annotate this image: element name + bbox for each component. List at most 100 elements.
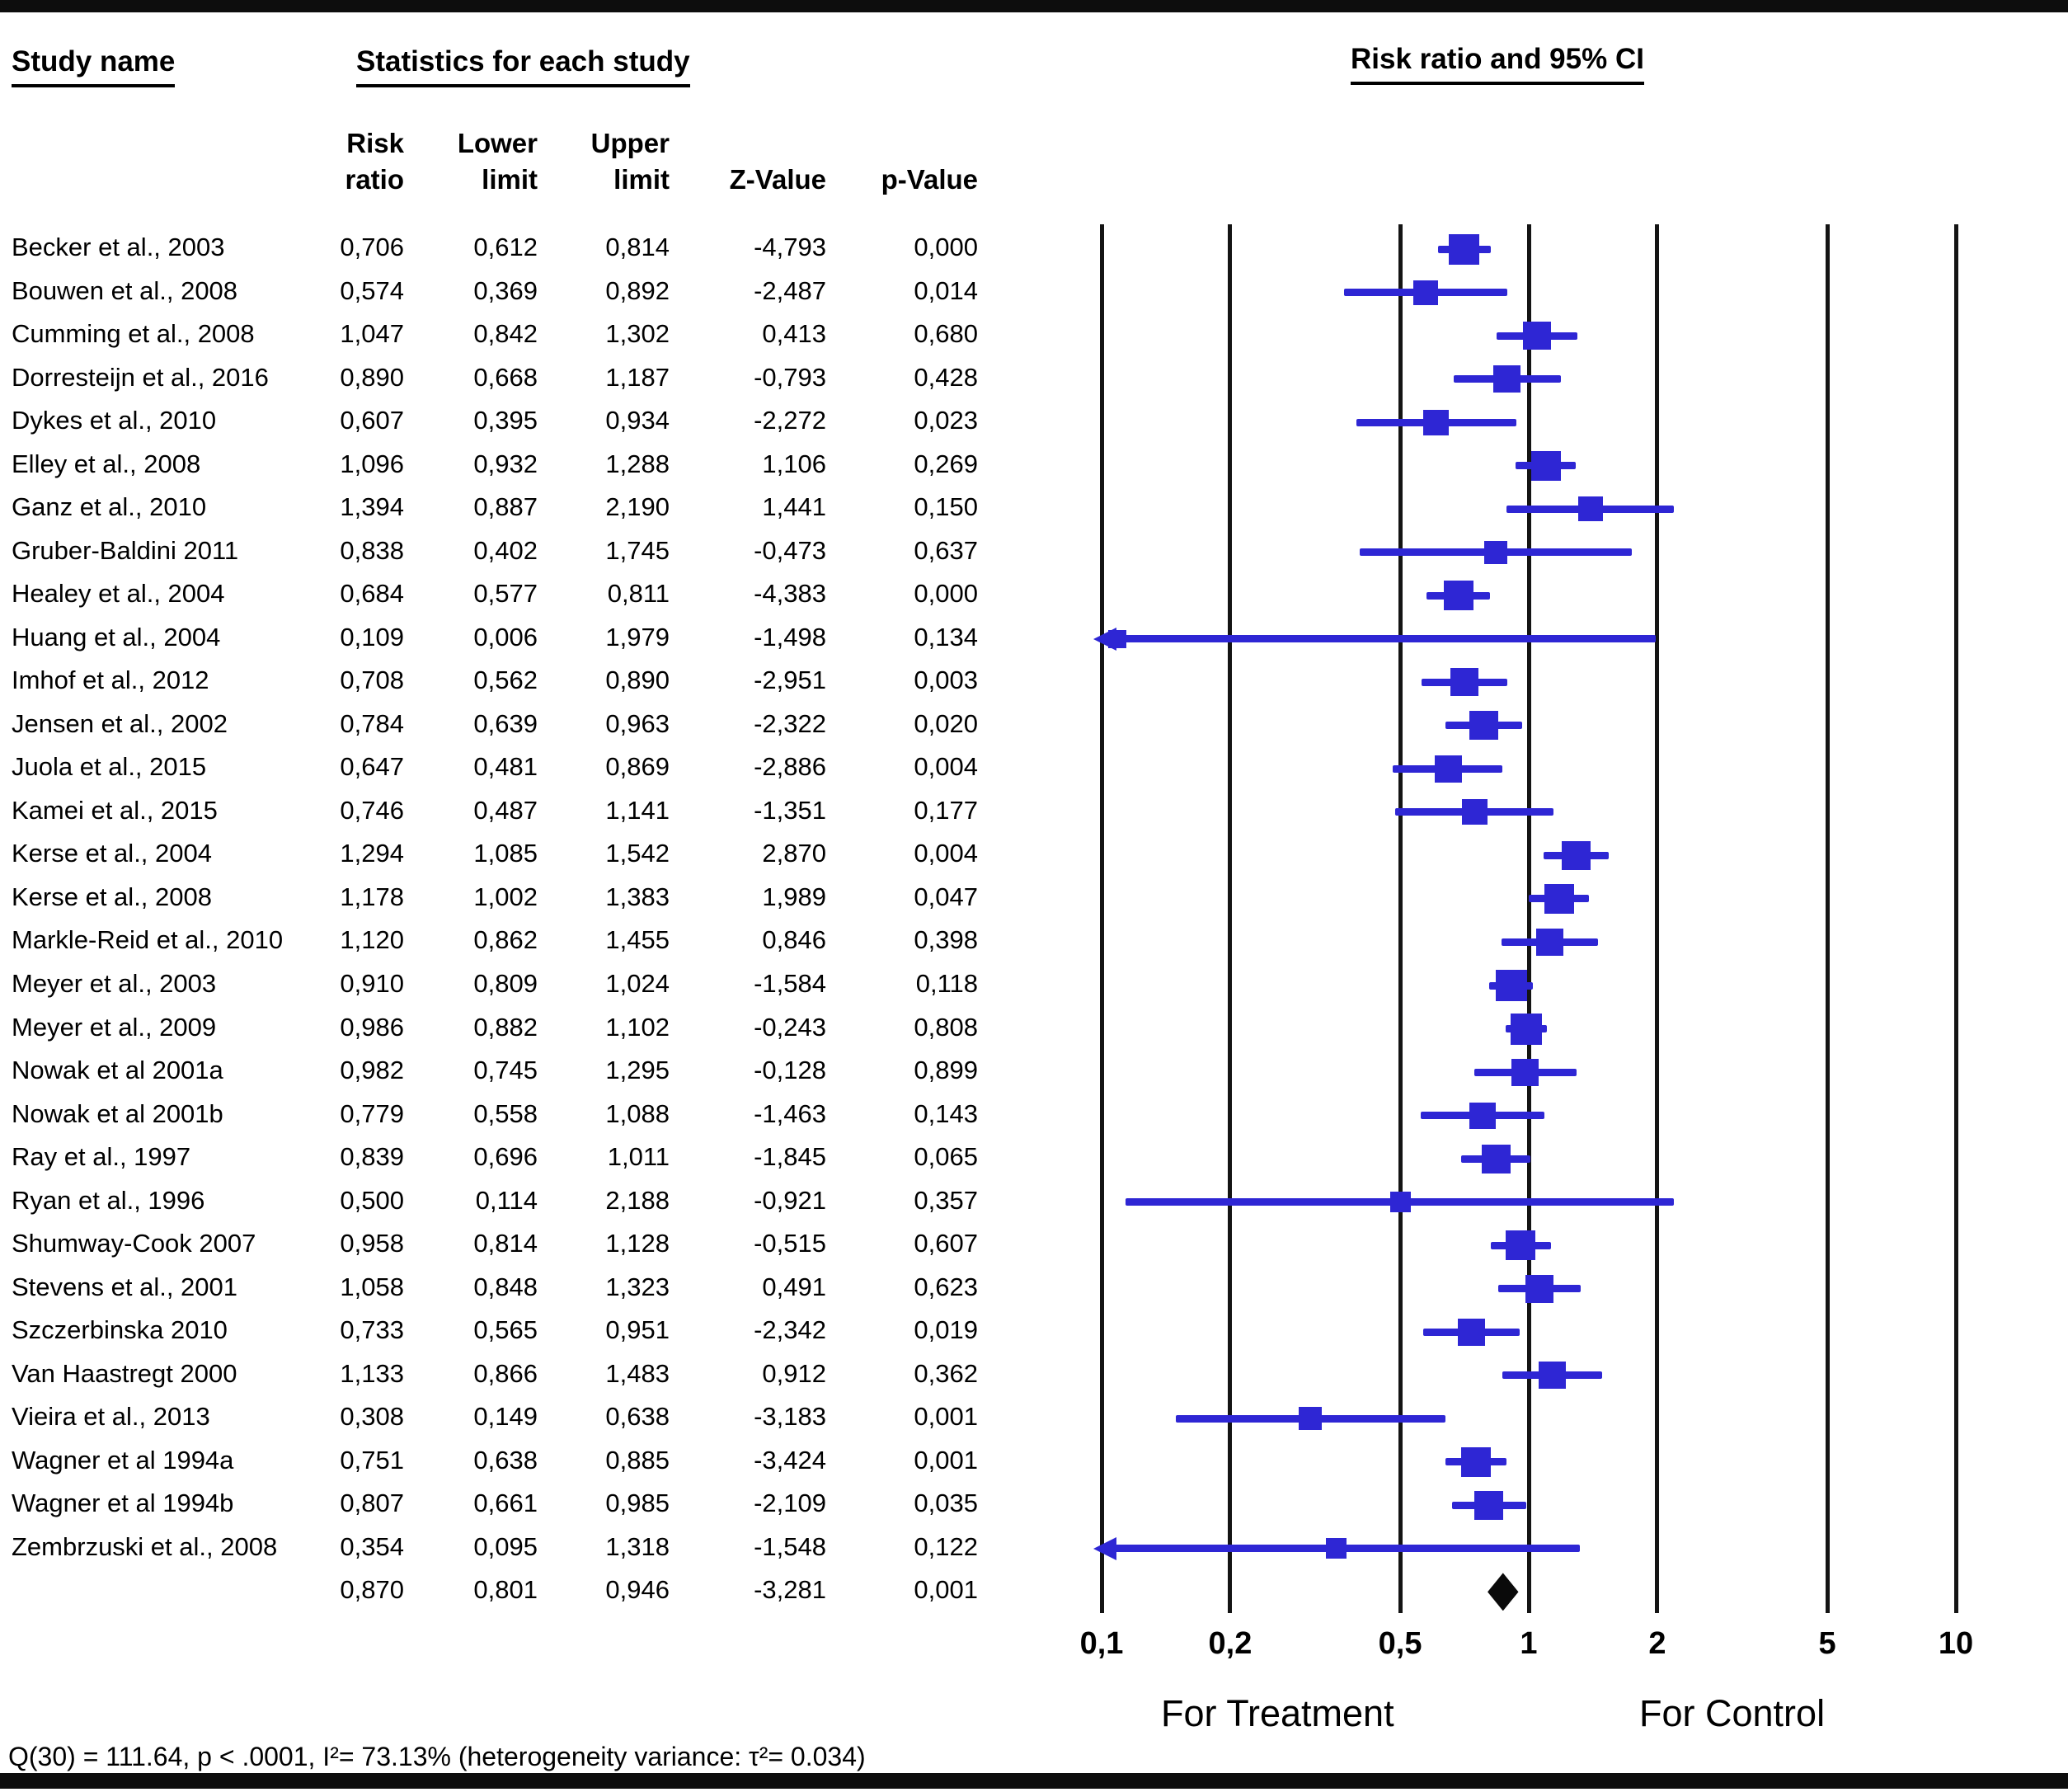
stat-value: 0,150	[914, 492, 978, 522]
stat-value: 0,402	[473, 535, 538, 565]
study-name-label: Vieira et al., 2013	[12, 1402, 210, 1432]
study-name-label: Nowak et al 2001a	[12, 1056, 223, 1085]
stat-value: 0,951	[605, 1315, 670, 1345]
point-estimate-marker	[1457, 1318, 1485, 1346]
stat-value: 0,668	[473, 362, 538, 392]
stat-value: 0,882	[473, 1012, 538, 1042]
stat-value: 0,558	[473, 1098, 538, 1128]
plot-gridline	[1655, 224, 1660, 1613]
stat-value: 0,004	[914, 839, 978, 868]
point-estimate-marker	[1413, 280, 1439, 305]
table-row: Becker et al., 2003 0,706 0,612 0,814 -4,793…	[0, 231, 1006, 267]
stat-value: 0,986	[340, 1012, 404, 1042]
statistics-column-header: Statistics for each study	[356, 45, 690, 87]
stat-value: 0,912	[762, 1358, 826, 1388]
stat-value: 1,989	[762, 882, 826, 911]
stat-value: 0,122	[914, 1531, 978, 1561]
stat-value: 0,807	[340, 1489, 404, 1518]
stat-value: 0,065	[914, 1142, 978, 1172]
table-row: Juola et al., 2015 0,647 0,481 0,869 -2,886 0…	[0, 750, 1006, 787]
plot-gridline	[1825, 224, 1830, 1613]
stat-value: 0,647	[340, 752, 404, 782]
stat-value: 0,982	[340, 1056, 404, 1085]
stat-value: 0,811	[607, 579, 670, 609]
stat-value: 0,708	[340, 666, 404, 695]
table-row: Dorresteijn et al., 2016 0,890 0,668 1,187 -…	[0, 361, 1006, 397]
point-estimate-marker	[1460, 1446, 1491, 1477]
stat-value: 0,143	[914, 1098, 978, 1128]
stat-value: -3,281	[754, 1575, 826, 1605]
stat-value: -4,793	[754, 233, 826, 261]
stat-value: 1,295	[605, 1056, 670, 1085]
stat-value: 0,134	[914, 622, 978, 651]
x-tick-label: 5	[1818, 1626, 1836, 1661]
point-estimate-marker	[1535, 928, 1563, 956]
stat-value: 0,934	[605, 406, 670, 435]
study-name-label: Ray et al., 1997	[12, 1142, 191, 1172]
stat-value: 0,869	[605, 752, 670, 782]
stat-value: 1,294	[340, 839, 404, 868]
study-name-label: Elley et al., 2008	[12, 449, 201, 478]
stat-value: 0,149	[473, 1402, 538, 1432]
stat-value: 2,188	[605, 1185, 670, 1215]
stat-value: 0,848	[473, 1272, 538, 1301]
stat-value: 0,638	[473, 1445, 538, 1475]
stat-value: 2,870	[762, 839, 826, 868]
stat-value: -3,424	[754, 1445, 826, 1475]
point-estimate-marker	[1108, 629, 1127, 648]
stat-value: 0,357	[914, 1185, 978, 1215]
stat-value: 0,963	[605, 708, 670, 738]
stat-value: -2,272	[754, 406, 826, 435]
table-row: Kamei et al., 2015 0,746 0,487 1,141 -1,351 0…	[0, 794, 1006, 830]
stat-value: 0,047	[914, 882, 978, 911]
stat-value: 0,607	[340, 406, 404, 435]
stat-value: 0,846	[762, 925, 826, 955]
stat-value: 0,574	[340, 275, 404, 305]
stat-value: 0,114	[475, 1185, 538, 1215]
stat-value: 2,190	[605, 492, 670, 522]
point-estimate-marker	[1389, 1192, 1411, 1213]
stat-value: 0,946	[605, 1575, 670, 1605]
stat-value: 0,801	[473, 1575, 538, 1605]
point-estimate-marker	[1469, 711, 1498, 741]
stat-value: 0,733	[340, 1315, 404, 1345]
stat-value: 0,838	[340, 535, 404, 565]
stat-value: 0,607	[914, 1229, 978, 1258]
stat-value: 0,109	[340, 622, 404, 651]
point-estimate-marker	[1544, 883, 1574, 914]
stat-value: -0,243	[754, 1012, 826, 1042]
stat-value: 1,394	[340, 492, 404, 522]
stat-value: 0,661	[473, 1489, 538, 1518]
stat-value: 0,398	[914, 925, 978, 955]
table-row: Huang et al., 2004 0,109 0,006 1,979 -1,498 0…	[0, 621, 1006, 657]
stat-value: 0,680	[914, 319, 978, 349]
table-row: Wagner et al 1994b 0,807 0,661 0,985 -2,109 0…	[0, 1487, 1006, 1523]
point-estimate-marker	[1538, 1362, 1566, 1390]
point-estimate-marker	[1525, 1274, 1553, 1303]
table-row: Healey et al., 2004 0,684 0,577 0,811 -4,383…	[0, 577, 1006, 614]
stat-value: -0,515	[754, 1229, 826, 1258]
stat-value: 0,932	[473, 449, 538, 478]
table-row: Nowak et al 2001b 0,779 0,558 1,088 -1,463 0,…	[0, 1098, 1006, 1134]
stat-value: 0,706	[340, 233, 404, 261]
stat-value: -0,128	[754, 1056, 826, 1085]
ci-line	[1102, 635, 1656, 643]
stat-value: 0,500	[340, 1185, 404, 1215]
point-estimate-marker	[1506, 1230, 1536, 1261]
stat-value: 0,362	[914, 1358, 978, 1388]
stat-subheader: Risk ratio	[345, 128, 404, 195]
study-name-label: Kerse et al., 2004	[12, 839, 212, 868]
stat-value: 1,047	[340, 319, 404, 349]
table-row: Kerse et al., 2008 1,178 1,002 1,383 1,989 0,…	[0, 881, 1006, 917]
study-name-label: Ryan et al., 1996	[12, 1185, 205, 1215]
stat-value: 0,839	[340, 1142, 404, 1172]
stat-value: 0,808	[914, 1012, 978, 1042]
stat-value: 0,779	[340, 1098, 404, 1128]
point-estimate-marker	[1577, 496, 1603, 522]
table-row: Imhof et al., 2012 0,708 0,562 0,890 -2,951 0…	[0, 664, 1006, 700]
stat-value: 0,565	[473, 1315, 538, 1345]
stat-value: 0,866	[473, 1358, 538, 1388]
table-row: Ray et al., 1997 0,839 0,696 1,011 -1,845 0,0…	[0, 1141, 1006, 1177]
study-name-label: Van Haastregt 2000	[12, 1358, 237, 1388]
table-row: Cumming et al., 2008 1,047 0,842 1,302 0,413…	[0, 317, 1006, 354]
